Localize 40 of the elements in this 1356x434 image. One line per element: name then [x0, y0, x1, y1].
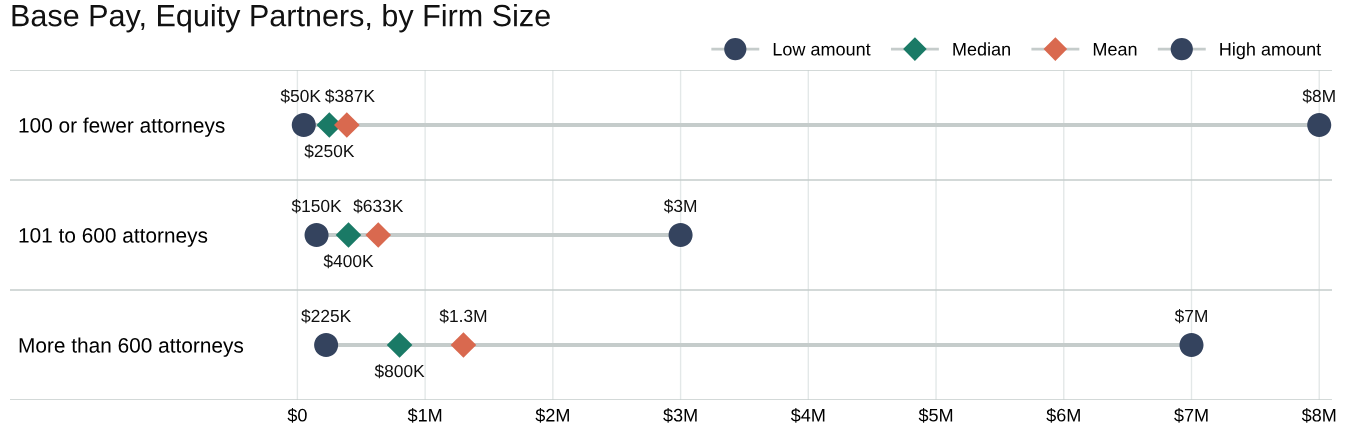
data-label: $400K: [323, 254, 374, 269]
data-label: $387K: [325, 89, 375, 104]
chart-title: Base Pay, Equity Partners, by Firm Size: [12, 4, 550, 33]
data-label: $633K: [353, 199, 404, 214]
data-label: $3M: [663, 199, 697, 214]
legend-label: Low amount: [773, 43, 871, 56]
x-tick-label: $8M: [1301, 408, 1336, 423]
point: [450, 332, 477, 358]
data-label: $7M: [1174, 309, 1207, 324]
point: [291, 112, 316, 138]
point: [334, 112, 360, 138]
x-tick-label: $5M: [918, 408, 953, 423]
point: [314, 332, 339, 358]
data-label: $225K: [301, 309, 352, 324]
legend-label: Median: [953, 42, 1010, 56]
data-label: $250K: [304, 144, 355, 159]
legend-label: Mean: [1093, 43, 1137, 56]
y-tick-label: 100 or fewer attorneys: [19, 117, 225, 137]
y-tick-label: 101 to 600 attorneys: [19, 228, 208, 247]
data-label: $800K: [374, 364, 425, 379]
x-tick-label: $0: [287, 408, 307, 423]
point: [304, 222, 329, 248]
legend-label: High amount: [1220, 42, 1322, 60]
point: [365, 222, 392, 248]
point: [386, 332, 413, 358]
x-tick-label: $2M: [535, 408, 569, 423]
x-tick-label: $6M: [1046, 408, 1080, 423]
point: [668, 222, 693, 248]
x-tick-label: $3M: [663, 408, 697, 423]
point: [1307, 112, 1332, 138]
data-label: $8M: [1302, 89, 1335, 104]
x-tick-label: $1M: [407, 408, 442, 423]
y-tick-label: More than 600 attorneys: [19, 337, 244, 357]
point: [335, 222, 362, 248]
x-tick-label: $4M: [790, 408, 825, 423]
data-label: $150K: [291, 199, 342, 214]
x-tick-label: $7M: [1174, 408, 1208, 423]
data-label: $50K: [280, 89, 321, 104]
data-label: $1.3M: [439, 309, 487, 324]
point: [1179, 332, 1204, 358]
